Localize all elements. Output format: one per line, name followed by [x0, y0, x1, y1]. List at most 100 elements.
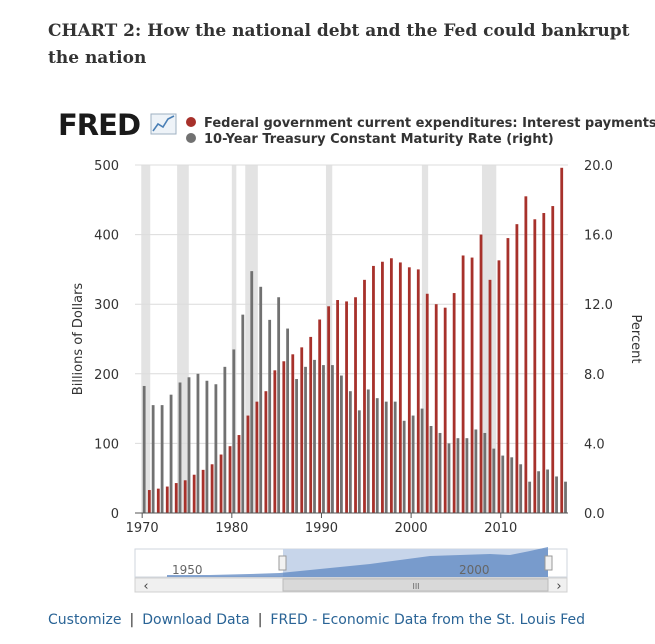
treasury-bar [501, 455, 505, 513]
interest-bar [425, 293, 429, 513]
interest-bar [345, 301, 348, 513]
interest-bar [183, 480, 187, 513]
x-tick-label: 1990 [305, 521, 338, 536]
interest-bar [443, 307, 447, 513]
treasury-bar [492, 448, 496, 513]
interest-bar [318, 319, 322, 513]
y-right-tick-label: 8.0 [584, 368, 605, 383]
treasury-bar [393, 401, 397, 513]
recession-band [421, 165, 429, 513]
interest-bar [470, 257, 474, 513]
interest-bar [246, 415, 250, 513]
interest-bar [336, 300, 339, 513]
interest-bar [327, 306, 331, 513]
scrollbar-grip-icon: III [412, 582, 419, 591]
x-tick-label: 1980 [215, 521, 248, 536]
interest-bar [524, 196, 528, 513]
interest-bar [479, 234, 483, 513]
y-right-tick-label: 12.0 [584, 298, 613, 313]
interest-bar [416, 269, 420, 513]
treasury-bar [160, 405, 164, 513]
interest-bar [228, 446, 232, 513]
recession-band [141, 165, 151, 513]
treasury-bar [205, 380, 209, 513]
interest-bar [515, 224, 519, 513]
treasury-bar [564, 481, 567, 513]
treasury-bar [474, 429, 478, 513]
interest-bar [255, 401, 259, 513]
y-left-axis-title: Billions of Dollars [71, 283, 86, 396]
interest-bar [434, 304, 438, 513]
treasury-bar [519, 464, 523, 513]
legend-label: Federal government current expenditures:… [204, 116, 655, 131]
download-data-link[interactable]: Download Data [142, 612, 250, 628]
y-left-tick-label: 300 [94, 298, 119, 313]
treasury-bar [429, 426, 433, 513]
interest-bar [461, 255, 465, 514]
recession-band [177, 165, 189, 513]
scroll-left-arrow-icon: ‹ [143, 579, 148, 594]
interest-bar [165, 486, 169, 513]
interest-bar [533, 219, 537, 513]
treasury-bar [348, 391, 352, 513]
treasury-bar [313, 359, 316, 513]
interest-bar [488, 279, 492, 513]
interest-bar [354, 297, 357, 513]
scroll-right-arrow-icon: › [556, 579, 561, 594]
navigator-area [167, 547, 548, 577]
interest-bar [551, 206, 555, 513]
interest-bar [407, 267, 411, 513]
treasury-bar [483, 432, 487, 513]
y-right-axis-title: Percent [628, 315, 643, 364]
treasury-bar [357, 410, 361, 513]
interest-bar [542, 213, 546, 514]
treasury-bar [402, 420, 406, 513]
treasury-bar [241, 314, 245, 513]
y-left-tick-label: 200 [94, 368, 119, 383]
recession-band [231, 165, 237, 513]
treasury-bar [196, 373, 200, 513]
x-tick-label: 2000 [395, 521, 428, 536]
treasury-bar [339, 375, 343, 513]
interest-bar [156, 488, 160, 513]
treasury-bar [555, 476, 558, 513]
interest-bar [201, 469, 205, 513]
y-right-tick-label: 0.0 [584, 507, 605, 522]
navigator-handle-left[interactable] [278, 555, 287, 571]
interest-bar [560, 167, 564, 513]
interest-bar [264, 391, 268, 513]
y-right-tick-label: 16.0 [584, 229, 613, 244]
navigator-scrollbar[interactable]: ‹ › III [134, 577, 568, 594]
treasury-bar [411, 415, 415, 513]
scrollbar-thumb[interactable] [282, 578, 549, 592]
navigator-handle-right[interactable] [544, 555, 553, 571]
legend-marker [186, 117, 196, 127]
treasury-bar [438, 432, 442, 513]
treasury-bar [178, 382, 182, 513]
interest-bar [237, 435, 241, 513]
interest-bar [273, 370, 277, 513]
y-left-tick-label: 100 [94, 437, 119, 452]
treasury-bar [366, 389, 370, 513]
interest-bar [389, 258, 393, 513]
page-title: CHART 2: How the national debt and the F… [48, 21, 630, 68]
range-navigator: 1950 2000 [134, 547, 568, 578]
fred-logo: FRED [58, 108, 140, 142]
interest-bar [309, 336, 313, 513]
interest-bar [398, 262, 402, 513]
fred-source-link[interactable]: FRED - Economic Data from the St. Louis … [270, 612, 586, 628]
treasury-bar [232, 349, 236, 513]
interest-bar [300, 347, 304, 513]
y-right-tick-label: 4.0 [584, 437, 605, 452]
navigator-label-1950: 1950 [172, 563, 203, 577]
treasury-bar [142, 385, 146, 513]
treasury-bar [286, 328, 290, 513]
treasury-bar [447, 443, 451, 513]
interest-bar [381, 261, 384, 513]
treasury-bar [187, 377, 191, 513]
treasury-bar [151, 405, 155, 513]
customize-link[interactable]: Customize [48, 612, 122, 628]
separator: | [257, 612, 263, 628]
navigator-label-2000: 2000 [459, 563, 490, 577]
